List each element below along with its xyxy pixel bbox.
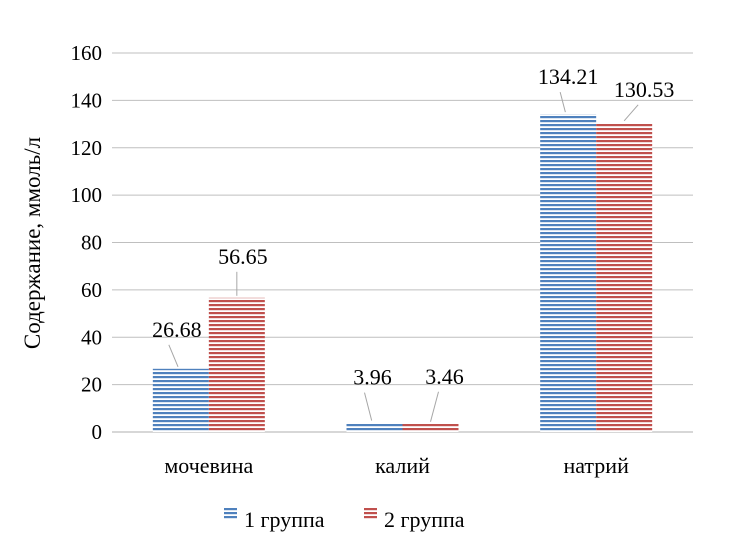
bar-1-group-калий [346,422,403,432]
legend-label: 2 группа [384,507,465,532]
data-label: 134.21 [538,64,599,89]
y-tick-label: 80 [81,231,102,255]
y-tick-label: 100 [71,183,103,207]
y-tick-label: 60 [81,278,102,302]
y-axis-ticks: 0 20 40 60 80 100 120 140 160 [71,41,103,444]
data-label: 56.65 [218,244,268,269]
data-label: 26.68 [152,317,202,342]
x-tick-label: мочевина [164,453,253,478]
bar-2-group-натрий [596,122,653,432]
bar-1-group-мочевина [152,368,209,432]
y-axis-label: Содержание, ммоль/л [20,137,45,349]
y-tick-label: 140 [71,88,103,112]
bar-1-group-натрий [540,114,597,433]
legend-swatch [224,507,237,520]
legend-swatch [364,507,377,520]
data-label-leader [430,391,439,422]
y-tick-label: 120 [71,136,103,160]
y-tick-label: 20 [81,373,102,397]
data-label-leader [559,91,566,113]
y-tick-label: 0 [92,420,103,444]
bars [152,114,653,433]
bar-2-group-калий [402,423,459,432]
x-axis-ticks: мочевина калий натрий [164,453,629,478]
data-label: 3.46 [425,364,464,389]
data-label-leader [623,104,639,122]
x-tick-label: калий [375,453,430,478]
bar-2-group-мочевина [208,297,265,432]
data-label: 3.96 [353,365,392,390]
data-label-leader [168,344,179,367]
data-labels: 26.68 56.65 3.96 3.46 134.21 130.53 [152,64,674,422]
x-tick-label: натрий [563,453,629,478]
legend-label: 1 группа [244,507,325,532]
data-label: 130.53 [614,77,675,102]
data-label-leader [364,392,373,421]
y-tick-label: 40 [81,325,102,349]
legend: 1 группа 2 группа [224,507,465,532]
y-tick-label: 160 [71,41,103,65]
